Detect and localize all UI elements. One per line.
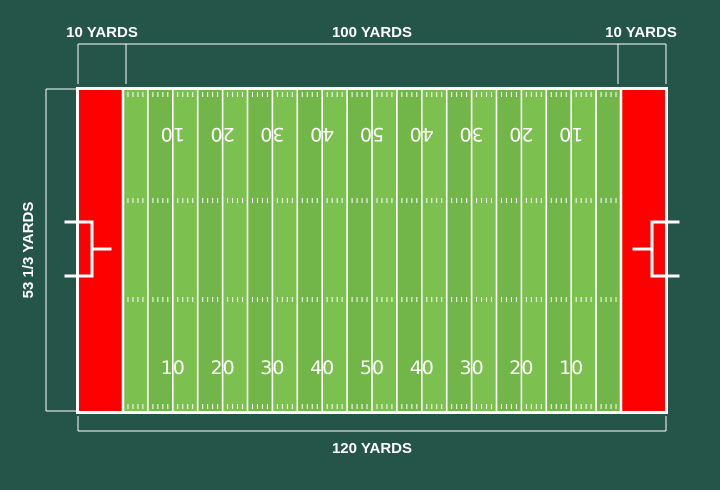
turf-stripe (446, 90, 472, 411)
yard-number-inverted: 10 (559, 123, 583, 145)
yard-number-inverted: 10 (161, 123, 185, 145)
yard-number: 40 (310, 357, 334, 379)
yard-number-inverted: 20 (211, 123, 235, 145)
right-goal-post-icon (632, 220, 680, 278)
yard-number-inverted: 40 (310, 123, 334, 145)
yard-number-inverted: 30 (460, 123, 484, 145)
yard-number: 20 (509, 357, 533, 379)
yard-number-inverted: 50 (360, 123, 384, 145)
hash-marks (127, 92, 617, 409)
left-goal-post-icon (64, 220, 112, 278)
turf-stripes (147, 90, 621, 411)
width-label: 53 1/3 YARDS (20, 202, 37, 299)
turf-stripe (197, 90, 223, 411)
yard-lines (121, 90, 623, 411)
yard-number: 10 (559, 357, 583, 379)
yard-number-inverted: 40 (410, 123, 434, 145)
turf-stripe (297, 90, 323, 411)
yard-number-inverted: 30 (260, 123, 284, 145)
turf-stripe (546, 90, 572, 411)
yard-number: 30 (460, 357, 484, 379)
yard-number: 20 (211, 357, 235, 379)
left-endzone-label: 10 YARDS (66, 24, 138, 41)
length-dimension-guide (77, 416, 667, 432)
right-endzone-label: 10 YARDS (605, 24, 677, 41)
turf-stripe (347, 90, 372, 411)
turf-stripe (396, 90, 422, 411)
yard-numbers-bottom: 10 20 30 40 50 40 30 20 10 (161, 357, 584, 379)
yard-number: 30 (260, 357, 284, 379)
total-length-label: 120 YARDS (332, 440, 412, 457)
field-of-play-label: 100 YARDS (332, 24, 412, 41)
yard-number: 40 (410, 357, 434, 379)
yard-number-inverted: 20 (509, 123, 533, 145)
turf-stripe (496, 90, 522, 411)
yard-numbers-top: 10 20 30 40 50 40 30 20 10 (161, 123, 584, 145)
width-dimension-guide (45, 88, 76, 412)
turf-stripe (247, 90, 273, 411)
yard-number: 10 (161, 357, 185, 379)
top-dimension-guides (77, 43, 667, 84)
turf-stripe (596, 90, 621, 411)
turf-stripe (147, 90, 173, 411)
yard-number: 50 (360, 357, 384, 379)
